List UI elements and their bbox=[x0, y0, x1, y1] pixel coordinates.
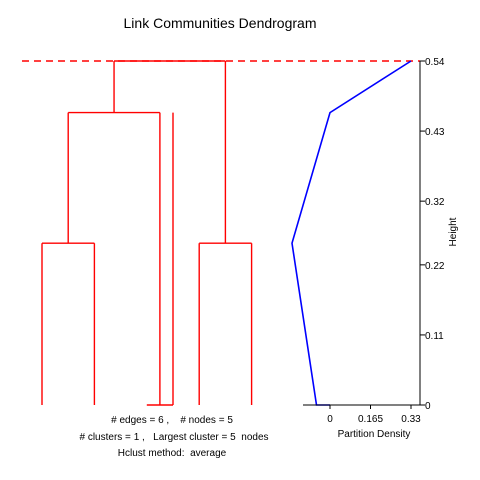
clusters-line: # clusters = 1 , Largest cluster = 5 nod… bbox=[79, 432, 268, 443]
density-line bbox=[292, 61, 411, 405]
height-tick-label: 0.32 bbox=[425, 197, 445, 208]
edges-separator: , bbox=[164, 415, 181, 426]
clusters-label: # clusters = bbox=[79, 432, 133, 443]
height-tick-label: 0.11 bbox=[425, 331, 444, 342]
largest-label: Largest cluster = bbox=[153, 432, 230, 443]
edges-label: # edges = bbox=[111, 415, 158, 426]
height-tick-label: 0.43 bbox=[425, 127, 445, 138]
density-tick-label: 0.33 bbox=[401, 414, 421, 425]
density-tick-label: 0 bbox=[327, 414, 333, 425]
height-tick-label: 0.22 bbox=[425, 261, 445, 272]
largest-unit: nodes bbox=[241, 432, 268, 443]
partition-density-curve bbox=[292, 61, 411, 405]
density-tick-label: 0.165 bbox=[358, 414, 383, 425]
partition-density-label: Partition Density bbox=[338, 429, 411, 440]
method-label: Hclust method: bbox=[118, 448, 185, 459]
height-tick-label: 0.54 bbox=[425, 57, 445, 68]
height-tick-label: 0 bbox=[425, 401, 431, 412]
method-value: average bbox=[190, 448, 227, 459]
clusters-separator: , bbox=[139, 432, 153, 443]
summary-info: # edges = 6 , # nodes = 5 # clusters = 1… bbox=[79, 415, 268, 459]
nodes-label: # nodes = bbox=[180, 415, 227, 426]
chart-title: Link Communities Dendrogram bbox=[124, 15, 317, 31]
dendrogram-tree bbox=[22, 61, 420, 405]
edges-line: # edges = 6 , # nodes = 5 bbox=[111, 415, 233, 426]
nodes-value: 5 bbox=[227, 415, 233, 426]
method-line: Hclust method: average bbox=[118, 448, 227, 459]
height-axis: 0.54 0.43 0.32 0.22 0.11 0 bbox=[420, 57, 445, 412]
partition-density-axis: 0 0.165 0.33 bbox=[303, 405, 421, 425]
height-axis-label: Height bbox=[448, 217, 459, 246]
